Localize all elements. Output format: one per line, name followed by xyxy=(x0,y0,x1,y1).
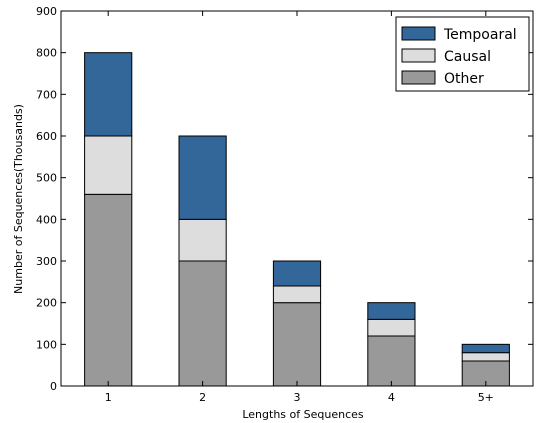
y-tick-label: 400 xyxy=(36,213,57,226)
bar-segment-other-2 xyxy=(178,260,227,387)
legend-label-causal: Causal xyxy=(444,49,491,65)
y-axis-title: Number of Sequences(Thousands) xyxy=(12,104,25,294)
y-tick-label: 800 xyxy=(36,47,57,60)
bar-segment-other-3 xyxy=(272,302,322,387)
legend-swatch-other xyxy=(401,70,436,85)
x-tick-label: 4 xyxy=(388,391,395,404)
y-tick-label: 600 xyxy=(36,130,57,143)
bar-segment-tempoaral-3 xyxy=(272,260,322,287)
bar-segment-other-1 xyxy=(84,193,133,387)
bar-segment-tempoaral-2 xyxy=(178,135,227,220)
bar-segment-causal-5+ xyxy=(461,352,510,362)
bar-segment-causal-2 xyxy=(178,218,227,262)
x-tick-label: 3 xyxy=(294,391,301,404)
y-tick-label: 500 xyxy=(36,172,57,185)
y-tick-label: 0 xyxy=(50,380,57,393)
x-tick-label: 1 xyxy=(105,391,112,404)
bar-segment-tempoaral-1 xyxy=(84,52,133,137)
x-axis-title: Lengths of Sequences xyxy=(242,408,364,421)
legend-swatch-tempoaral xyxy=(401,26,436,41)
x-tick-label: 2 xyxy=(199,391,206,404)
bars-layer xyxy=(84,52,510,387)
legend-label-other: Other xyxy=(444,71,484,87)
bar-segment-other-4 xyxy=(367,335,416,387)
legend-label-tempoaral: Tempoaral xyxy=(443,27,517,43)
y-tick-label: 700 xyxy=(36,88,57,101)
bar-segment-causal-4 xyxy=(367,318,416,337)
axes-layer: 0 100 200 300 400 500 600 700 800 900 1 2 3 4 5+ xyxy=(36,5,534,404)
y-tick-label: 300 xyxy=(36,255,57,268)
y-tick-label: 100 xyxy=(36,338,57,351)
y-tick-label: 900 xyxy=(36,5,57,18)
legend-swatch-causal xyxy=(401,48,436,63)
legend: Tempoaral Causal Other xyxy=(395,16,530,92)
bar-segment-causal-1 xyxy=(84,135,133,195)
bar-segment-tempoaral-4 xyxy=(367,302,416,320)
x-tick-label: 5+ xyxy=(478,391,494,404)
y-tick-label: 200 xyxy=(36,297,57,310)
bar-segment-causal-3 xyxy=(272,285,322,304)
bar-segment-tempoaral-5+ xyxy=(461,343,510,354)
